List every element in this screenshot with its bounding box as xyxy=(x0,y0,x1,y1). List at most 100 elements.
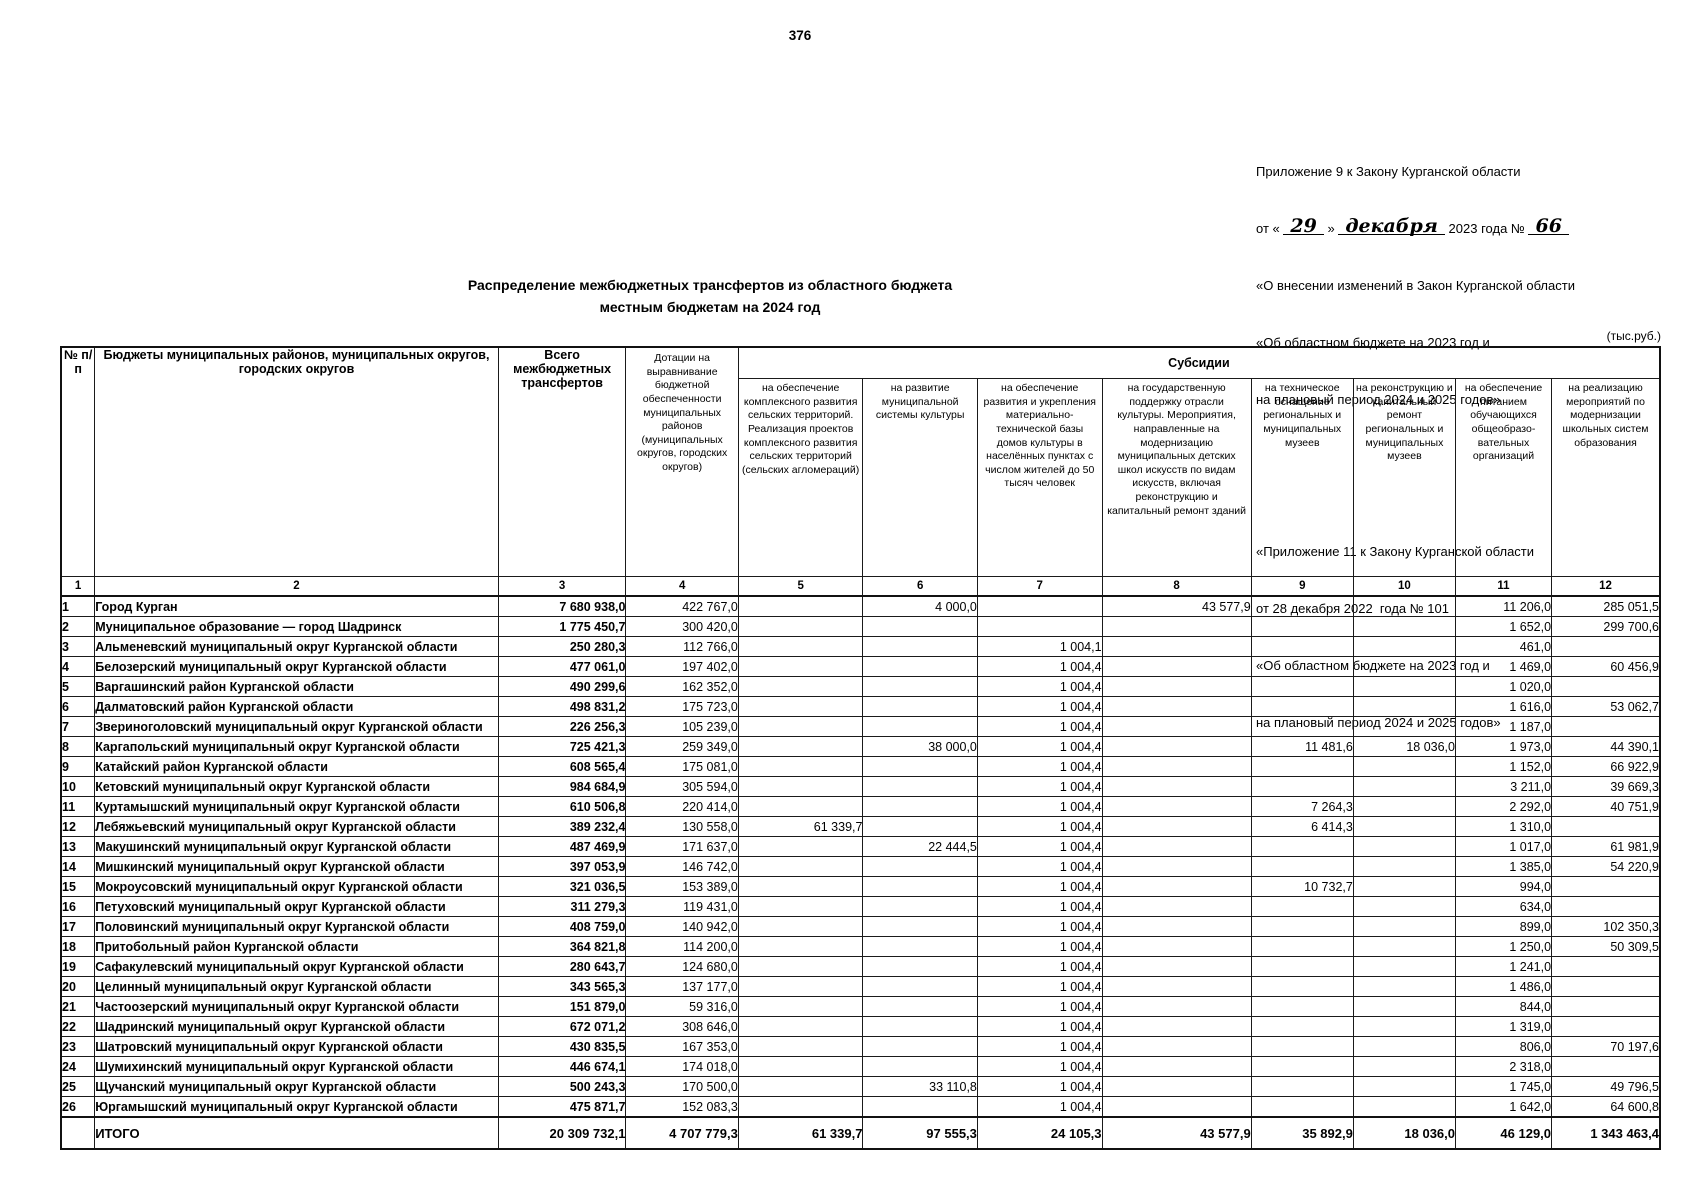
row-number-cell: 18 xyxy=(60,936,96,957)
value-cell xyxy=(1101,896,1252,917)
municipality-name-cell: Лебяжьевский муниципальный округ Курганс… xyxy=(94,816,499,837)
header-subsidy-art-schools: на государственную поддержку отрасли кул… xyxy=(1101,378,1252,577)
municipality-name-cell: Половинский муниципальный округ Курганск… xyxy=(94,916,499,937)
value-cell xyxy=(737,636,864,657)
total-value-cell: 35 892,9 xyxy=(1250,1116,1354,1150)
value-cell: 44 390,1 xyxy=(1551,736,1661,757)
value-cell: 38 000,0 xyxy=(862,736,978,757)
value-cell: 2 292,0 xyxy=(1454,796,1553,817)
municipality-name-cell: Звериноголовский муниципальный округ Кур… xyxy=(94,716,499,737)
value-cell xyxy=(1551,976,1661,997)
value-cell: 167 353,0 xyxy=(625,1036,739,1057)
value-cell: 1 004,4 xyxy=(976,896,1103,917)
column-number: 2 xyxy=(94,576,499,597)
row-number-cell: 14 xyxy=(60,856,96,877)
value-cell xyxy=(737,976,864,997)
row-number-cell: 2 xyxy=(60,616,96,637)
value-cell xyxy=(1101,636,1252,657)
annex1-line2-mid: 2023 года № xyxy=(1448,221,1525,236)
row-number-cell: 7 xyxy=(60,716,96,737)
value-cell xyxy=(1250,595,1354,617)
municipality-name-cell: Частоозерский муниципальный округ Курган… xyxy=(94,996,499,1017)
value-cell: 10 732,7 xyxy=(1250,876,1354,897)
value-cell xyxy=(1101,1036,1252,1057)
header-group-row: № п/п Бюджеты муниципальных районов, мун… xyxy=(60,346,1661,577)
value-cell xyxy=(1101,916,1252,937)
value-cell: 39 669,3 xyxy=(1551,776,1661,797)
value-cell xyxy=(1101,676,1252,697)
value-cell xyxy=(1352,636,1457,657)
municipality-name-cell: Сафакулевский муниципальный округ Курган… xyxy=(94,956,499,977)
value-cell: 197 402,0 xyxy=(625,656,739,677)
value-cell xyxy=(737,756,864,777)
value-cell xyxy=(1250,616,1354,637)
value-cell xyxy=(1101,616,1252,637)
value-cell: 1 004,4 xyxy=(976,996,1103,1017)
row-number-cell: 19 xyxy=(60,956,96,977)
value-cell xyxy=(1250,976,1354,997)
header-budgets: Бюджеты муниципальных районов, муниципал… xyxy=(94,346,499,577)
table-row: 7 Звериноголовский муниципальный округ Ку… xyxy=(60,716,1661,737)
value-cell xyxy=(1352,676,1457,697)
table-row: 11 Куртамышский муниципальный округ Курга… xyxy=(60,796,1661,817)
value-cell: 610 506,8 xyxy=(497,796,627,817)
value-cell: 397 053,9 xyxy=(497,856,627,877)
value-cell: 40 751,9 xyxy=(1551,796,1661,817)
value-cell xyxy=(1101,656,1252,677)
value-cell xyxy=(1250,896,1354,917)
value-cell xyxy=(737,936,864,957)
value-cell xyxy=(737,736,864,757)
row-number-cell: 24 xyxy=(60,1056,96,1077)
table-row: 19 Сафакулевский муниципальный округ Кург… xyxy=(60,956,1661,977)
value-cell xyxy=(862,676,978,697)
header-subsidy-museum-repair: на реконструкцию и капитальный ремонт ре… xyxy=(1352,378,1457,577)
municipality-name-cell: Шумихинский муниципальный округ Курганск… xyxy=(94,1056,499,1077)
value-cell xyxy=(862,1096,978,1118)
value-cell xyxy=(737,836,864,857)
value-cell xyxy=(862,796,978,817)
table-row: 20 Целинный муниципальный округ Курганско… xyxy=(60,976,1661,997)
table-row: 1 Город Курган 7 680 938,0 422 767,0 4 000,0… xyxy=(60,595,1661,617)
municipality-name-cell: Притобольный район Курганской области xyxy=(94,936,499,957)
value-cell: 1 152,0 xyxy=(1454,756,1553,777)
value-cell: 1 241,0 xyxy=(1454,956,1553,977)
value-cell: 220 414,0 xyxy=(625,796,739,817)
column-number: 10 xyxy=(1352,576,1457,597)
value-cell xyxy=(1250,1096,1354,1118)
value-cell xyxy=(862,696,978,717)
value-cell: 151 879,0 xyxy=(497,996,627,1017)
value-cell: 1 004,4 xyxy=(976,936,1103,957)
value-cell: 60 456,9 xyxy=(1551,656,1661,677)
value-cell: 112 766,0 xyxy=(625,636,739,657)
table-row: 6 Далматовский район Курганской области 49… xyxy=(60,696,1661,717)
value-cell: 59 316,0 xyxy=(625,996,739,1017)
value-cell xyxy=(1352,896,1457,917)
value-cell: 422 767,0 xyxy=(625,595,739,617)
value-cell xyxy=(862,916,978,937)
value-cell xyxy=(1352,976,1457,997)
value-cell xyxy=(976,595,1103,617)
value-cell xyxy=(1101,996,1252,1017)
row-number-cell: 16 xyxy=(60,896,96,917)
value-cell: 299 700,6 xyxy=(1551,616,1661,637)
table-row: 9 Катайский район Курганской области 608 5… xyxy=(60,756,1661,777)
value-cell: 1 745,0 xyxy=(1454,1076,1553,1097)
value-cell xyxy=(737,656,864,677)
municipality-name-cell: Щучанский муниципальный округ Курганской… xyxy=(94,1076,499,1097)
table-body: 1 Город Курган 7 680 938,0 422 767,0 4 000,0… xyxy=(60,595,1661,1150)
table-row: 18 Притобольный район Курганской области 3… xyxy=(60,936,1661,957)
value-cell: 487 469,9 xyxy=(497,836,627,857)
value-cell xyxy=(1101,936,1252,957)
header-subsidy-museum-equipment: на техническое оснащение региональных и … xyxy=(1250,378,1354,577)
value-cell: 1 004,4 xyxy=(976,856,1103,877)
table-row: 22 Шадринский муниципальный округ Курганс… xyxy=(60,1016,1661,1037)
value-cell: 364 821,8 xyxy=(497,936,627,957)
value-cell xyxy=(1250,656,1354,677)
value-cell xyxy=(1352,1036,1457,1057)
row-number-cell: 9 xyxy=(60,756,96,777)
value-cell xyxy=(1101,1076,1252,1097)
value-cell: 1 775 450,7 xyxy=(497,616,627,637)
value-cell xyxy=(1250,716,1354,737)
value-cell: 11 206,0 xyxy=(1454,595,1553,617)
value-cell: 1 973,0 xyxy=(1454,736,1553,757)
